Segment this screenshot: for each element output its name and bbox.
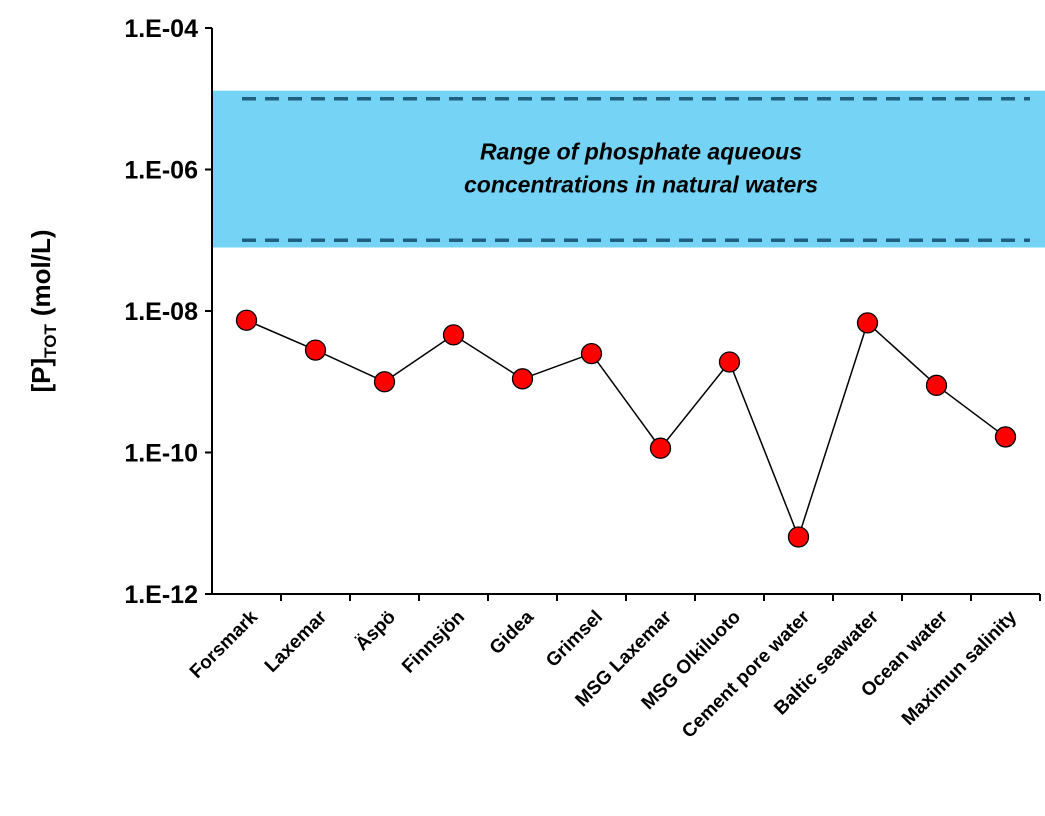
x-tick-label: Finnsjön (398, 607, 469, 678)
x-tick-label: Maximun salinity (898, 606, 1021, 729)
y-label-unit: (mol/L) (26, 229, 56, 316)
data-point (235, 309, 258, 331)
x-tick-label: Gidea (486, 606, 538, 658)
x-tick-label: Laxemar (261, 606, 332, 677)
data-point (580, 342, 603, 365)
range-annotation: concentrations in natural waters (464, 172, 818, 198)
x-tick-label: Äspö (352, 607, 400, 655)
range-band (212, 90, 1045, 248)
x-tick-label: Cement pore water (678, 606, 814, 742)
y-tick-label: 1.E-12 (124, 581, 198, 609)
y-tick-label: 1.E-04 (124, 15, 198, 43)
y-tick-label: 1.E-08 (124, 298, 198, 326)
data-point (442, 324, 465, 346)
y-label-main: [P] (26, 358, 56, 393)
range-annotation: Range of phosphate aqueous (480, 139, 802, 165)
x-tick-label: Forsmark (186, 606, 262, 682)
data-point (925, 374, 948, 396)
series-line (246, 319, 1006, 540)
x-tick-label: Grimsel (542, 607, 607, 672)
data-point (718, 351, 741, 373)
y-label-sub: TOT (41, 324, 60, 358)
data-point (511, 368, 534, 390)
data-point (304, 339, 327, 361)
y-tick-label: 1.E-10 (124, 440, 198, 468)
data-point (994, 426, 1017, 448)
data-point (856, 312, 879, 334)
data-point (373, 371, 396, 393)
y-axis-label: [P]TOT (mol/L) (26, 229, 60, 392)
data-point (787, 526, 810, 548)
y-tick-label: 1.E-06 (124, 157, 198, 185)
data-point (649, 437, 672, 459)
